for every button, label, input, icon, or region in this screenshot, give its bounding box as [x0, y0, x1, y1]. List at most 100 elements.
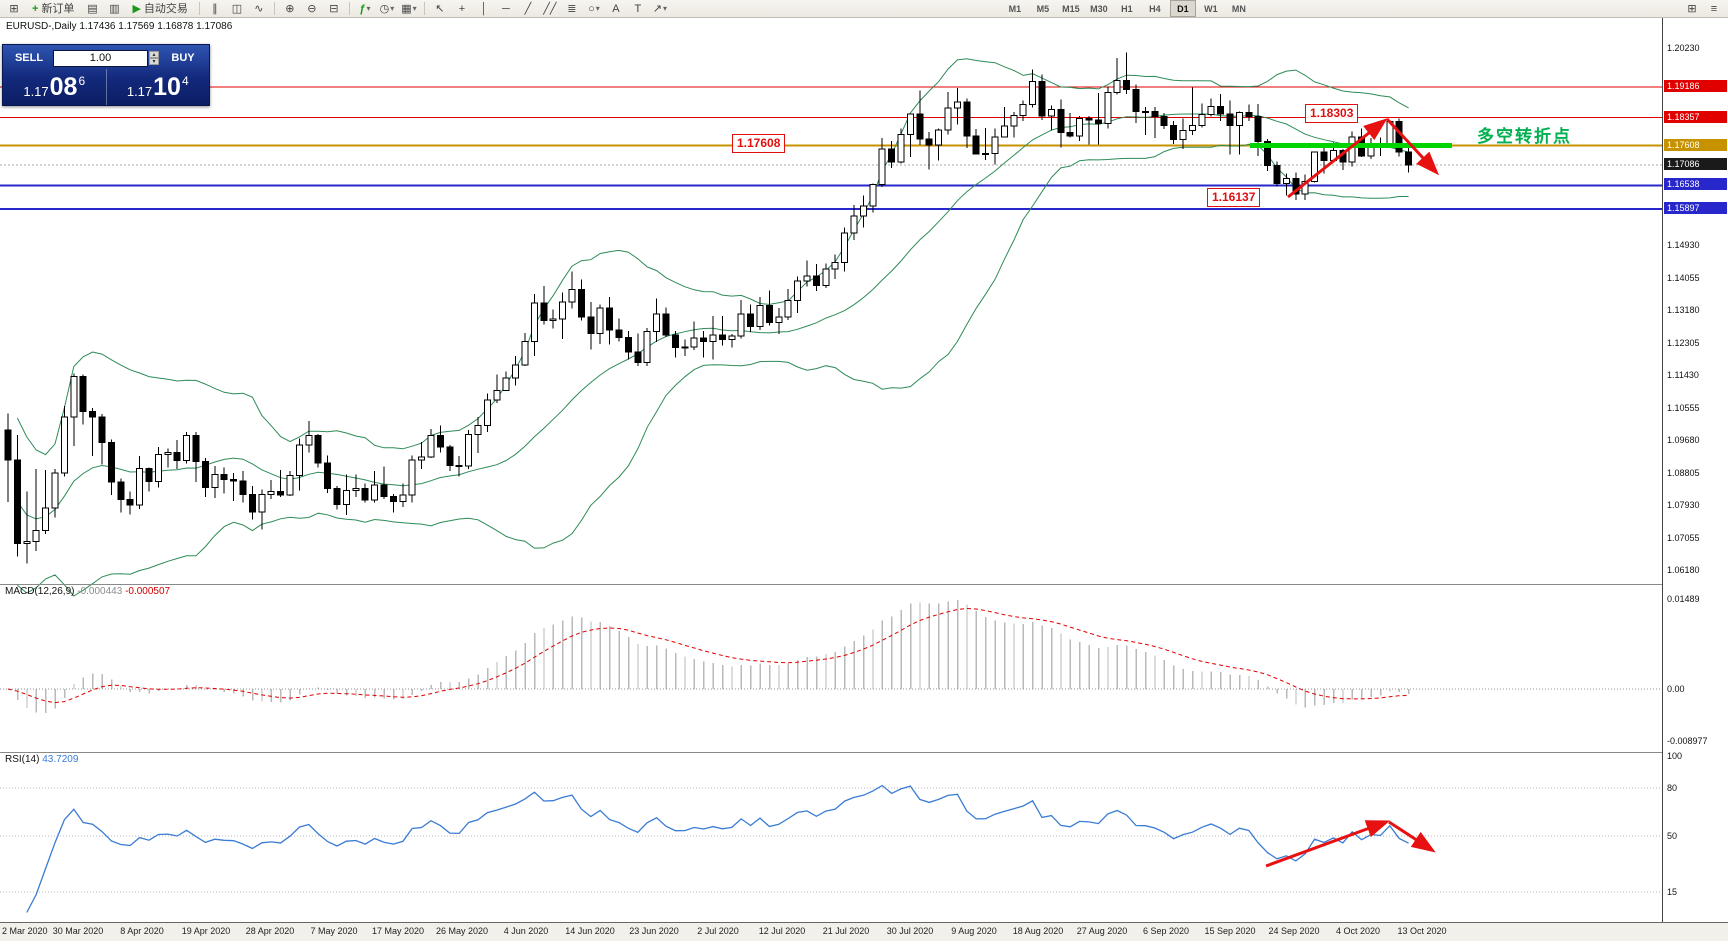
- template-icon: ▦: [401, 2, 412, 15]
- macd-signal-line: [7, 607, 1409, 704]
- macd-value-main: -0.000443: [77, 586, 123, 597]
- date-label: 7 May 2020: [310, 926, 358, 936]
- macd-label: MACD(12,26,9) -0.000443 -0.000507: [5, 586, 170, 597]
- date-label: 27 Aug 2020: [1076, 926, 1128, 936]
- fibonacci-icon[interactable]: ≣: [567, 2, 577, 15]
- date-label: 28 Apr 2020: [245, 926, 295, 936]
- templates-dropdown[interactable]: ▦ ▾: [399, 0, 419, 17]
- zoom-out-icon[interactable]: ⊖: [307, 2, 317, 15]
- buy-price-prefix: 1.17: [126, 84, 153, 99]
- trendline-icon[interactable]: ╱: [524, 2, 532, 15]
- toolbar: ⊞ + 新订单 ▤ ▥ ▶ 自动交易 ∥ ◫ ∿ ⊕ ⊖ ⊟ ƒ ▾ ◷ ▾ ▦ ▾ ↖ …: [0, 0, 1728, 18]
- date-label: 2 Jul 2020: [697, 926, 739, 936]
- timeframes-dropdown[interactable]: ◷ ▾: [377, 0, 397, 17]
- macd-axis-label: 0.00: [1667, 684, 1685, 694]
- tf-mn-button[interactable]: MN: [1231, 3, 1246, 14]
- new-order-button[interactable]: + 新订单: [26, 0, 80, 17]
- price-axis-highlight: 1.19186: [1664, 79, 1727, 92]
- channel-icon[interactable]: ╱╱: [543, 2, 557, 15]
- indicators-dropdown[interactable]: ƒ ▾: [355, 0, 375, 17]
- date-label: 4 Oct 2020: [1335, 926, 1381, 936]
- rsi-axis-label: 100: [1667, 751, 1683, 761]
- date-label: 13 Oct 2020: [1397, 926, 1447, 936]
- label-tool-icon[interactable]: T: [634, 2, 642, 15]
- time-axis: 2 Mar 2020 30 Mar 2020 8 Apr 2020 19 Apr 20…: [0, 922, 1728, 941]
- chevron-down-icon: ▾: [366, 3, 371, 13]
- toolbar-separator: [423, 2, 425, 15]
- play-icon: ▶: [132, 2, 141, 15]
- text-tool-icon[interactable]: A: [612, 2, 620, 15]
- tf-h4-button[interactable]: H4: [1149, 3, 1161, 14]
- price-annotation-box[interactable]: 1.17608: [732, 134, 786, 153]
- date-label: 21 Jul 2020: [822, 926, 870, 936]
- macd-axis-label: -0.008977: [1667, 736, 1708, 746]
- price-axis-highlight: 1.17608: [1664, 138, 1727, 151]
- rsi-axis-label: 80: [1667, 783, 1678, 793]
- tf-m5-button[interactable]: M5: [1036, 3, 1050, 14]
- shape-icon: ○: [588, 2, 595, 15]
- date-label: 9 Aug 2020: [951, 926, 997, 936]
- chart-canvas[interactable]: [0, 0, 1662, 940]
- tf-w1-button[interactable]: W1: [1204, 3, 1218, 14]
- rsi-label: RSI(14) 43.7209: [5, 754, 78, 765]
- menu-icon[interactable]: ≡: [1710, 2, 1718, 15]
- buy-price[interactable]: 1.17 10 4: [105, 69, 210, 105]
- price-axis-label: 1.09680: [1667, 435, 1700, 446]
- date-label: 30 Jul 2020: [886, 926, 934, 936]
- lot-size-input[interactable]: [53, 49, 148, 67]
- date-label: 14 Jun 2020: [565, 926, 615, 936]
- tf-d1-button[interactable]: D1: [1169, 0, 1196, 17]
- new-window-icon[interactable]: ⊞: [1687, 2, 1697, 15]
- bar-chart-icon[interactable]: ∥: [212, 2, 218, 15]
- tf-m1-button[interactable]: M1: [1008, 3, 1022, 14]
- shapes-dropdown[interactable]: ○ ▾: [584, 0, 604, 17]
- tf-h1-button[interactable]: H1: [1121, 3, 1133, 14]
- lot-up-icon[interactable]: ▴: [149, 51, 159, 58]
- new-chart-icon[interactable]: ⊞: [9, 2, 19, 15]
- tf-m15-button[interactable]: M15: [1062, 3, 1080, 14]
- chart-ohlc-info: EURUSD-,Daily 1.17436 1.17569 1.16878 1.…: [6, 21, 232, 32]
- market-watch-icon[interactable]: ▥: [109, 2, 120, 15]
- arrows-dropdown[interactable]: ↗ ▾: [650, 0, 670, 17]
- turning-point-note[interactable]: 多空转折点: [1477, 127, 1572, 146]
- chart-ohlc-values: 1.17436 1.17569 1.16878 1.17086: [79, 21, 233, 32]
- price-annotation-box[interactable]: 1.16137: [1207, 188, 1261, 207]
- price-axis-label: 1.13180: [1667, 305, 1700, 316]
- line-chart-icon[interactable]: ∿: [254, 2, 264, 15]
- vertical-line-icon[interactable]: │: [480, 2, 488, 15]
- crosshair-icon[interactable]: +: [458, 2, 466, 15]
- zoom-in-icon[interactable]: ⊕: [285, 2, 295, 15]
- rsi-axis-label: 15: [1667, 887, 1678, 897]
- sell-price[interactable]: 1.17 08 6: [3, 69, 106, 105]
- chevron-down-icon: ▾: [412, 3, 417, 13]
- tf-m30-button[interactable]: M30: [1090, 3, 1108, 14]
- date-label: 23 Jun 2020: [629, 926, 679, 936]
- price-annotation-box[interactable]: 1.18303: [1305, 104, 1359, 123]
- lot-down-icon[interactable]: ▾: [149, 58, 159, 65]
- auto-trading-button[interactable]: ▶ 自动交易: [126, 0, 193, 17]
- rsi-line: [26, 784, 1409, 913]
- price-axis: 1.20230 1.14930 1.14055 1.13180 1.12305 1.114…: [1662, 18, 1728, 940]
- buy-price-big: 10: [153, 72, 181, 101]
- trend-arrows: [1265, 117, 1440, 868]
- buy-button[interactable]: BUY: [171, 52, 195, 64]
- profiles-icon[interactable]: ▤: [87, 2, 98, 15]
- macd-title: MACD(12,26,9): [5, 586, 75, 597]
- buy-price-sup: 4: [181, 74, 189, 88]
- horizontal-line-icon[interactable]: ─: [502, 2, 510, 15]
- sell-price-prefix: 1.17: [23, 84, 49, 99]
- price-axis-label: 1.07055: [1667, 532, 1700, 543]
- toolbar-separator: [348, 2, 350, 15]
- date-label: 12 Jul 2020: [758, 926, 806, 936]
- date-label: 30 Mar 2020: [52, 926, 104, 936]
- price-axis-highlight: 1.16538: [1664, 178, 1727, 191]
- timeframe-group: M1 M5 M15 M30 H1 H4 D1 W1 MN: [1001, 0, 1253, 17]
- sell-button[interactable]: SELL: [14, 52, 44, 64]
- date-label: 26 May 2020: [435, 926, 489, 936]
- candlestick-chart-icon[interactable]: ◫: [231, 2, 243, 15]
- date-label: 17 May 2020: [371, 926, 425, 936]
- cursor-icon[interactable]: ↖: [435, 2, 445, 15]
- price-axis-highlight: 1.15897: [1664, 202, 1727, 215]
- tile-windows-icon[interactable]: ⊟: [329, 2, 339, 15]
